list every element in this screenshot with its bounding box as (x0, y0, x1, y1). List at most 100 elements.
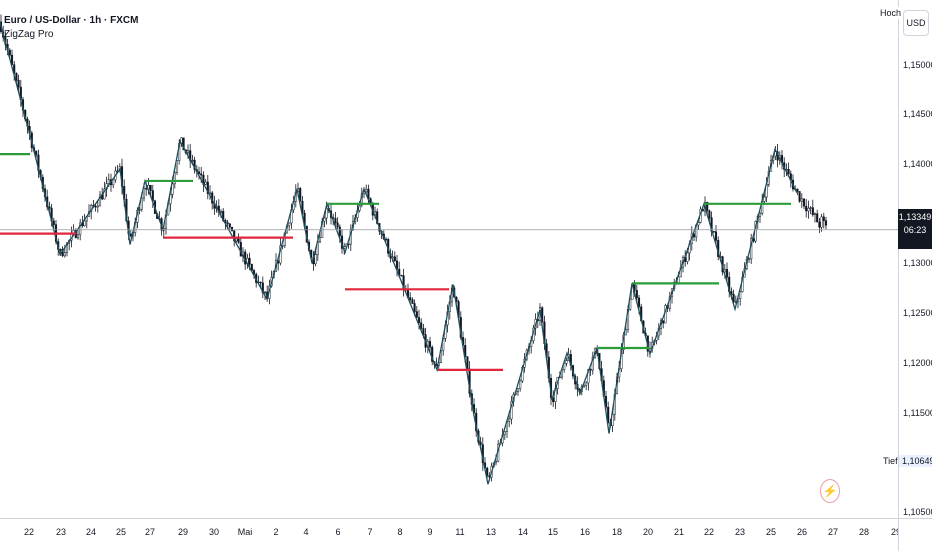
time-axis[interactable]: 22 23 24 25 27 29 30 Mai 2 4 6 7 8 9 11 13 14 15 16 18 20 21 2… (0, 518, 902, 551)
candle-body (637, 297, 641, 308)
candle-body (508, 418, 511, 422)
candle-body (565, 360, 568, 364)
time-tick-label: 6 (335, 527, 341, 537)
candle-body (607, 406, 610, 423)
candle-body (800, 198, 803, 202)
price-tick-label: 1,14500 (903, 109, 932, 120)
candle-body (226, 222, 229, 225)
candle-body (811, 207, 814, 215)
time-tick-label: 20 (642, 527, 654, 537)
candle-body (79, 222, 82, 236)
lightning-icon[interactable]: ⚡ (820, 479, 840, 503)
price-pane[interactable] (0, 0, 898, 518)
current-price-tag: 1,13349 06:23 (898, 209, 932, 249)
candle-body (175, 160, 179, 174)
candle-body (774, 151, 777, 157)
candle-body (59, 249, 62, 251)
candle-body (807, 207, 810, 212)
price-tick-label: 1,12500 (903, 308, 932, 319)
candle-body (299, 188, 302, 202)
candle-body (739, 291, 742, 299)
candle-body (662, 320, 665, 324)
candle-body (206, 181, 209, 194)
candle-body (820, 216, 823, 228)
candle-body (706, 201, 709, 211)
candle-body (409, 297, 412, 300)
time-tick-label: 29 (177, 527, 189, 537)
time-tick-label: 24 (85, 527, 97, 537)
candle-body (747, 258, 751, 260)
candle-body (415, 311, 418, 318)
candle-body (697, 222, 700, 226)
candle-body (35, 150, 38, 156)
candle-body (96, 205, 99, 208)
candle-body (94, 205, 97, 208)
candle-body (248, 257, 251, 265)
candle-body (787, 169, 790, 175)
candle-body (145, 188, 148, 190)
price-tick-label: 1,10500 (903, 507, 932, 518)
candle-body (191, 159, 194, 162)
candle-body (259, 281, 262, 284)
time-tick-label: 23 (734, 527, 746, 537)
candle-body (796, 188, 799, 192)
time-tick-label: 9 (427, 527, 433, 537)
time-tick-label: 16 (579, 527, 591, 537)
price-tick-label: 1,13000 (903, 258, 932, 269)
candle-body (486, 467, 489, 476)
axis-corner (898, 518, 932, 551)
candle-body (219, 210, 223, 213)
low-value: 1,10649 (899, 455, 932, 467)
candle-body (633, 284, 636, 291)
candle-body (112, 179, 115, 186)
candle-body (252, 270, 256, 275)
time-tick-label: 21 (673, 527, 685, 537)
candle-body (818, 221, 821, 228)
candle-body (142, 188, 146, 199)
time-tick-label: 29 (890, 527, 902, 537)
candle-body (732, 294, 735, 303)
time-tick-label: 13 (485, 527, 497, 537)
candle-body (173, 172, 176, 185)
zigzag-line (0, 21, 798, 485)
candle-body (171, 183, 174, 195)
candle-body (798, 191, 801, 202)
candle-body (712, 231, 715, 233)
time-tick-label: 25 (765, 527, 777, 537)
time-tick-label: 8 (397, 527, 403, 537)
candle-body (686, 252, 689, 262)
candle-body (334, 218, 337, 223)
time-tick-label: 28 (858, 527, 870, 537)
price-axis[interactable]: 1,150001,145001,140001,135001,130001,125… (898, 0, 932, 518)
indicator-label[interactable]: ZigZag Pro (4, 29, 54, 40)
candle-body (413, 303, 416, 312)
candle-body (635, 290, 638, 299)
candle-body (365, 188, 368, 193)
candle-body (17, 79, 20, 88)
current-price-value: 1,13349 (898, 212, 932, 222)
candle-body (129, 233, 132, 237)
low-label: Tief (883, 456, 898, 466)
time-tick-label: 15 (547, 527, 559, 537)
symbol-title[interactable]: Euro / US-Dollar · 1h · FXCM (4, 15, 139, 26)
time-tick-label: 22 (23, 527, 35, 537)
candle-body (8, 49, 11, 56)
candle-body (604, 396, 608, 408)
candle-body (288, 222, 291, 227)
candle-body (816, 213, 819, 223)
time-tick-label: 18 (611, 527, 623, 537)
candle-body (824, 220, 828, 226)
candle-body (519, 380, 522, 389)
currency-button[interactable]: USD (903, 10, 929, 36)
time-tick-label: 26 (796, 527, 808, 537)
candlestick-chart[interactable] (0, 0, 898, 518)
candle-body (338, 226, 341, 237)
candle-body (428, 341, 432, 348)
candle-body (193, 159, 196, 170)
candle-body (400, 274, 403, 277)
candle-body (802, 198, 806, 207)
time-tick-label: 7 (367, 527, 373, 537)
candle-body (376, 211, 379, 224)
candle-body (76, 234, 80, 239)
